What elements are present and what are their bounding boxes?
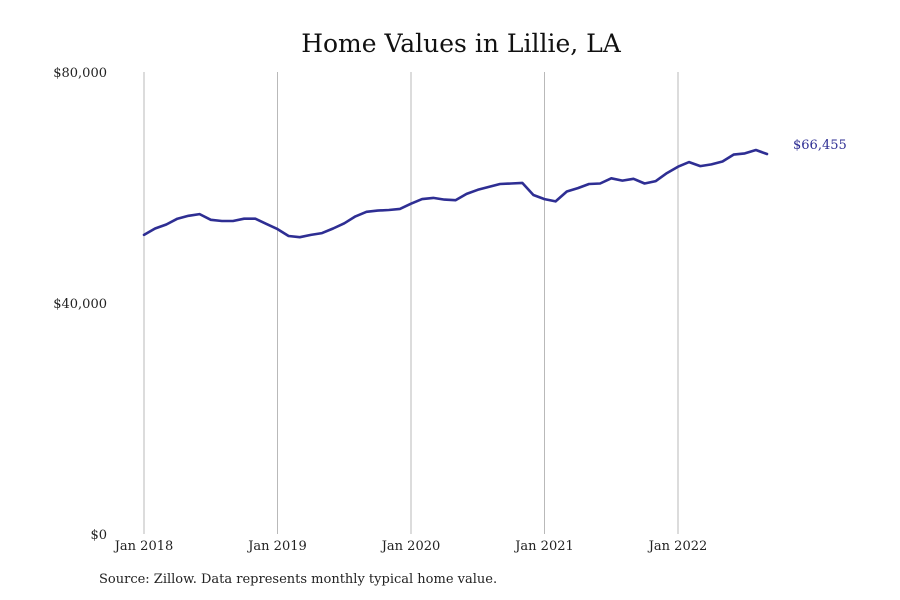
x-tick-label: Jan 2019 bbox=[246, 539, 307, 554]
series-line bbox=[142, 148, 769, 239]
y-tick-label: $80,000 bbox=[53, 66, 107, 81]
y-axis-ticks: $0 $40,000 $80,000 bbox=[53, 66, 107, 543]
gridlines bbox=[143, 72, 679, 534]
end-value-label: $66,455 bbox=[793, 138, 847, 153]
x-axis-ticks: Jan 2018 Jan 2019 Jan 2020 Jan 2021 Jan 2022 bbox=[113, 539, 708, 554]
source-note: Source: Zillow. Data represents monthly … bbox=[99, 572, 498, 587]
y-tick-label: $40,000 bbox=[53, 297, 107, 312]
x-tick-label: Jan 2021 bbox=[513, 539, 574, 554]
x-tick-label: Jan 2020 bbox=[380, 539, 441, 554]
x-tick-label: Jan 2018 bbox=[113, 539, 174, 554]
y-tick-label: $0 bbox=[90, 528, 107, 543]
chart-title: Home Values in Lillie, LA bbox=[301, 29, 622, 58]
x-tick-label: Jan 2022 bbox=[647, 539, 708, 554]
